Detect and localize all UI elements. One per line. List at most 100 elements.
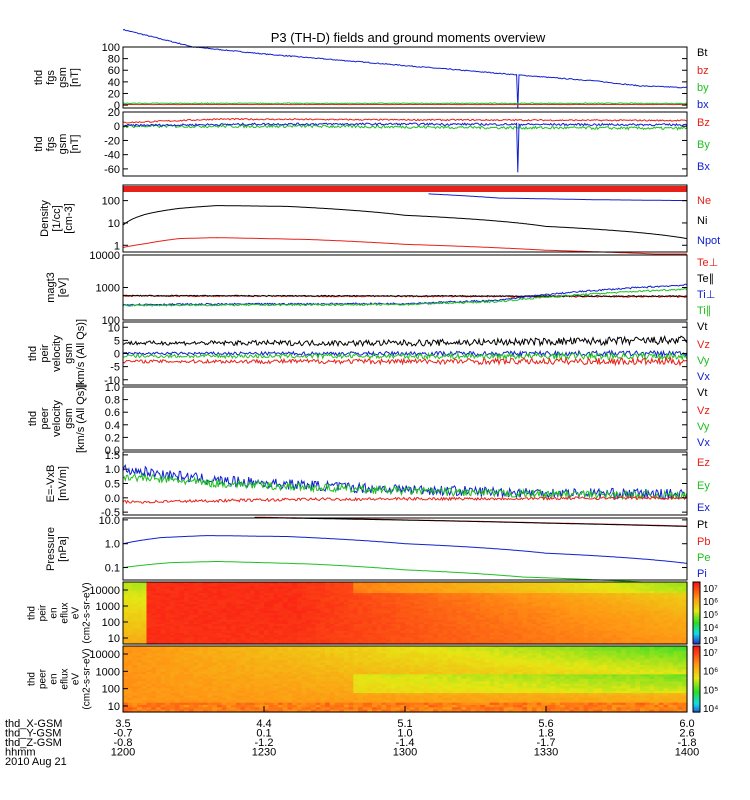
spectrogram-cell (325, 593, 331, 596)
spectrogram-cell (146, 624, 152, 627)
spectrogram-cell (296, 662, 303, 666)
spectrogram-cell (555, 619, 561, 623)
spectrogram-cell (499, 632, 505, 636)
spectrogram-cell (531, 606, 538, 610)
spectrogram-cell (212, 624, 218, 627)
spectrogram-cell (484, 624, 491, 627)
spectrogram-cell (395, 608, 401, 612)
spectrogram-cell (132, 693, 138, 697)
spectrogram-cell (428, 628, 434, 632)
spectrogram-cell (282, 702, 289, 706)
spectrogram-cell (329, 686, 336, 690)
spectrogram-cell (184, 617, 190, 621)
spectrogram-cell (513, 608, 519, 612)
spectrogram-cell (343, 653, 350, 657)
spectrogram-cell (376, 601, 383, 605)
spectrogram-cell (635, 597, 641, 601)
spectrogram-cell (423, 641, 430, 645)
spectrogram-cell (423, 628, 430, 632)
spectrogram-cell (353, 639, 359, 643)
legend-entry: Ne (697, 195, 711, 207)
spectrogram-cell (334, 664, 340, 668)
spectrogram-cell (428, 626, 434, 630)
spectrogram-cell (574, 632, 580, 636)
spectrogram-cell (682, 601, 688, 605)
spectrogram-cell (311, 697, 317, 701)
spectrogram-cell (353, 637, 359, 641)
spectrogram-cell (179, 655, 185, 659)
spectrogram-cell (184, 639, 190, 643)
spectrogram-cell (301, 588, 307, 592)
spectrogram-cell (231, 679, 237, 682)
spectrogram-cell (536, 590, 542, 594)
spectrogram-cell (170, 584, 176, 587)
spectrogram-cell (555, 621, 561, 625)
spectrogram-cell (334, 655, 340, 659)
spectrogram-cell (174, 704, 180, 708)
spectrogram-cell (179, 617, 185, 621)
spectrogram-cell (414, 582, 420, 585)
spectrogram-cell (381, 619, 387, 623)
spectrogram-cell (569, 635, 575, 638)
spectrogram-cell (484, 630, 491, 634)
spectrogram-cell (499, 599, 505, 603)
series-ni (122, 205, 688, 240)
spectrogram-cell (597, 604, 603, 607)
spectrogram-cell (151, 635, 157, 638)
spectrogram-cell (212, 683, 218, 687)
spectrogram-cell (329, 635, 336, 638)
spectrogram-cell (292, 613, 298, 616)
spectrogram-cell (531, 626, 538, 630)
spectrogram-cell (682, 639, 688, 643)
spectrogram-cell (564, 637, 571, 641)
spectrogram-cell (264, 624, 270, 627)
spectrogram-cell (654, 606, 660, 610)
spectrogram-cell (127, 709, 133, 713)
spectrogram-cell (588, 586, 594, 590)
spectrogram-cell (569, 590, 575, 594)
spectrogram-cell (179, 601, 185, 605)
y-tick-label: 1 (114, 240, 120, 252)
spectrogram-cell (217, 586, 223, 590)
spectrogram-cell (329, 688, 336, 692)
spectrogram-cell (259, 695, 265, 699)
spectrogram-cell (165, 595, 171, 599)
spectrogram-cell (329, 709, 336, 713)
spectrogram-cell (240, 621, 246, 625)
spectrogram-cell (367, 582, 373, 585)
spectrogram-cell (123, 619, 129, 623)
spectrogram-cell (137, 637, 143, 641)
spectrogram-cell (184, 674, 190, 678)
spectrogram-cell (296, 660, 303, 664)
spectrogram-cell (329, 646, 336, 649)
spectrogram-cell (259, 608, 265, 612)
spectrogram-cell (513, 628, 519, 632)
spectrogram-cell (231, 695, 237, 699)
spectrogram-cell (132, 637, 138, 641)
spectrogram-cell (315, 582, 321, 585)
spectrogram-cell (456, 590, 462, 594)
spectrogram-cell (644, 628, 650, 632)
spectrogram-cell (137, 695, 143, 699)
spectrogram-cell (334, 700, 340, 704)
spectrogram-cell (188, 606, 195, 610)
y-axis-label: peir (39, 344, 51, 363)
spectrogram-cell (470, 624, 477, 627)
spectrogram-cell (151, 586, 157, 590)
spectrogram-cell (343, 628, 350, 632)
spectrogram-cell (405, 641, 411, 645)
spectrogram-cell (348, 679, 354, 682)
spectrogram-cell (348, 632, 354, 636)
spectrogram-cell (292, 586, 298, 590)
series-ez (122, 495, 688, 505)
spectrogram-cell (503, 641, 509, 645)
spectrogram-cell (348, 664, 354, 668)
spectrogram-cell (179, 660, 185, 664)
spectrogram-cell (682, 599, 688, 603)
spectrogram-cell (217, 635, 223, 638)
spectrogram-cell (292, 590, 298, 594)
spectrogram-cell (376, 604, 383, 607)
spectrogram-cell (343, 669, 350, 673)
spectrogram-cell (405, 630, 411, 634)
